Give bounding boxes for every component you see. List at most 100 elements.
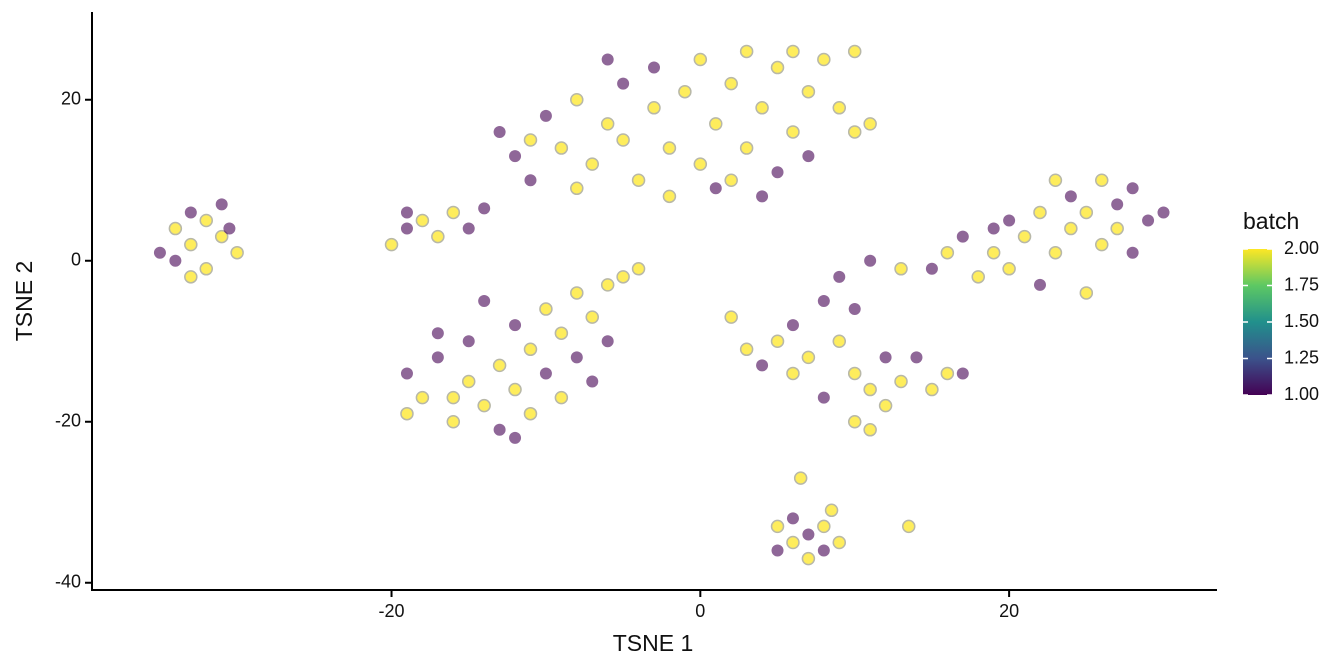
point bbox=[539, 302, 553, 316]
point bbox=[662, 189, 677, 204]
point bbox=[648, 61, 660, 74]
point bbox=[415, 390, 430, 405]
point bbox=[902, 519, 916, 534]
point bbox=[384, 237, 399, 252]
point bbox=[832, 535, 847, 550]
point bbox=[894, 374, 908, 389]
point bbox=[709, 117, 723, 131]
point bbox=[1048, 245, 1063, 260]
point bbox=[879, 351, 892, 364]
point bbox=[1064, 221, 1078, 236]
point bbox=[724, 76, 738, 91]
point bbox=[1157, 206, 1170, 219]
point bbox=[786, 44, 800, 59]
point bbox=[847, 366, 862, 381]
point bbox=[863, 382, 877, 397]
point bbox=[801, 350, 816, 365]
point bbox=[554, 326, 569, 340]
point bbox=[817, 544, 830, 557]
colorbar-tick-label: 2.00 bbox=[1284, 238, 1319, 258]
point bbox=[631, 262, 646, 276]
point bbox=[462, 222, 475, 235]
point bbox=[462, 335, 475, 348]
point bbox=[770, 334, 785, 349]
point bbox=[184, 270, 198, 284]
point bbox=[400, 206, 413, 219]
point bbox=[616, 270, 630, 284]
point bbox=[848, 303, 861, 316]
point bbox=[693, 52, 708, 67]
point bbox=[824, 503, 839, 518]
point bbox=[786, 512, 799, 525]
point bbox=[956, 367, 969, 380]
point bbox=[585, 157, 599, 171]
point bbox=[786, 319, 799, 332]
point bbox=[878, 398, 893, 413]
point bbox=[1002, 262, 1016, 276]
point bbox=[400, 222, 413, 235]
point bbox=[724, 173, 738, 187]
point bbox=[833, 270, 846, 283]
point bbox=[230, 245, 244, 260]
point bbox=[678, 84, 692, 99]
point bbox=[925, 262, 938, 275]
point bbox=[817, 295, 830, 307]
point bbox=[1094, 173, 1109, 187]
point bbox=[986, 245, 1001, 260]
point bbox=[586, 375, 599, 388]
point bbox=[863, 423, 877, 437]
point bbox=[940, 366, 955, 381]
point bbox=[940, 245, 955, 260]
point bbox=[847, 125, 862, 139]
point bbox=[1110, 221, 1124, 236]
point bbox=[539, 367, 552, 380]
point bbox=[184, 237, 198, 252]
point bbox=[415, 213, 430, 228]
point bbox=[662, 141, 677, 155]
point bbox=[739, 44, 754, 59]
point bbox=[199, 262, 214, 276]
point bbox=[1126, 182, 1139, 195]
point bbox=[801, 551, 816, 566]
point bbox=[802, 528, 815, 541]
point bbox=[601, 53, 614, 66]
point bbox=[617, 77, 630, 90]
point bbox=[863, 117, 877, 131]
point bbox=[508, 382, 522, 397]
point bbox=[1142, 214, 1155, 227]
colorbar-tick-label: 1.50 bbox=[1284, 311, 1319, 331]
point bbox=[493, 125, 506, 138]
point bbox=[601, 335, 614, 348]
point bbox=[693, 157, 708, 171]
point bbox=[1079, 286, 1094, 300]
point bbox=[770, 519, 785, 534]
point bbox=[1126, 246, 1139, 259]
point bbox=[509, 150, 522, 163]
point bbox=[585, 310, 599, 324]
x-tick-label: 20 bbox=[999, 601, 1019, 621]
point bbox=[539, 109, 552, 122]
point bbox=[616, 133, 630, 147]
point bbox=[1111, 198, 1124, 211]
point bbox=[554, 141, 569, 155]
y-tick-label: -40 bbox=[55, 572, 81, 592]
point bbox=[1033, 278, 1046, 291]
point bbox=[446, 390, 461, 405]
point bbox=[1094, 237, 1109, 252]
point bbox=[199, 213, 214, 228]
point bbox=[847, 415, 862, 429]
point bbox=[786, 125, 800, 139]
point bbox=[570, 351, 583, 364]
point bbox=[168, 221, 183, 236]
point bbox=[1003, 214, 1016, 227]
point bbox=[554, 390, 569, 405]
colorbar-tick-label: 1.00 bbox=[1284, 384, 1319, 404]
point bbox=[493, 423, 506, 436]
point bbox=[214, 229, 229, 244]
point bbox=[771, 166, 784, 179]
point bbox=[570, 286, 584, 300]
point bbox=[570, 92, 584, 107]
point bbox=[478, 295, 491, 307]
x-tick-label: -20 bbox=[379, 601, 405, 621]
point bbox=[739, 141, 754, 155]
